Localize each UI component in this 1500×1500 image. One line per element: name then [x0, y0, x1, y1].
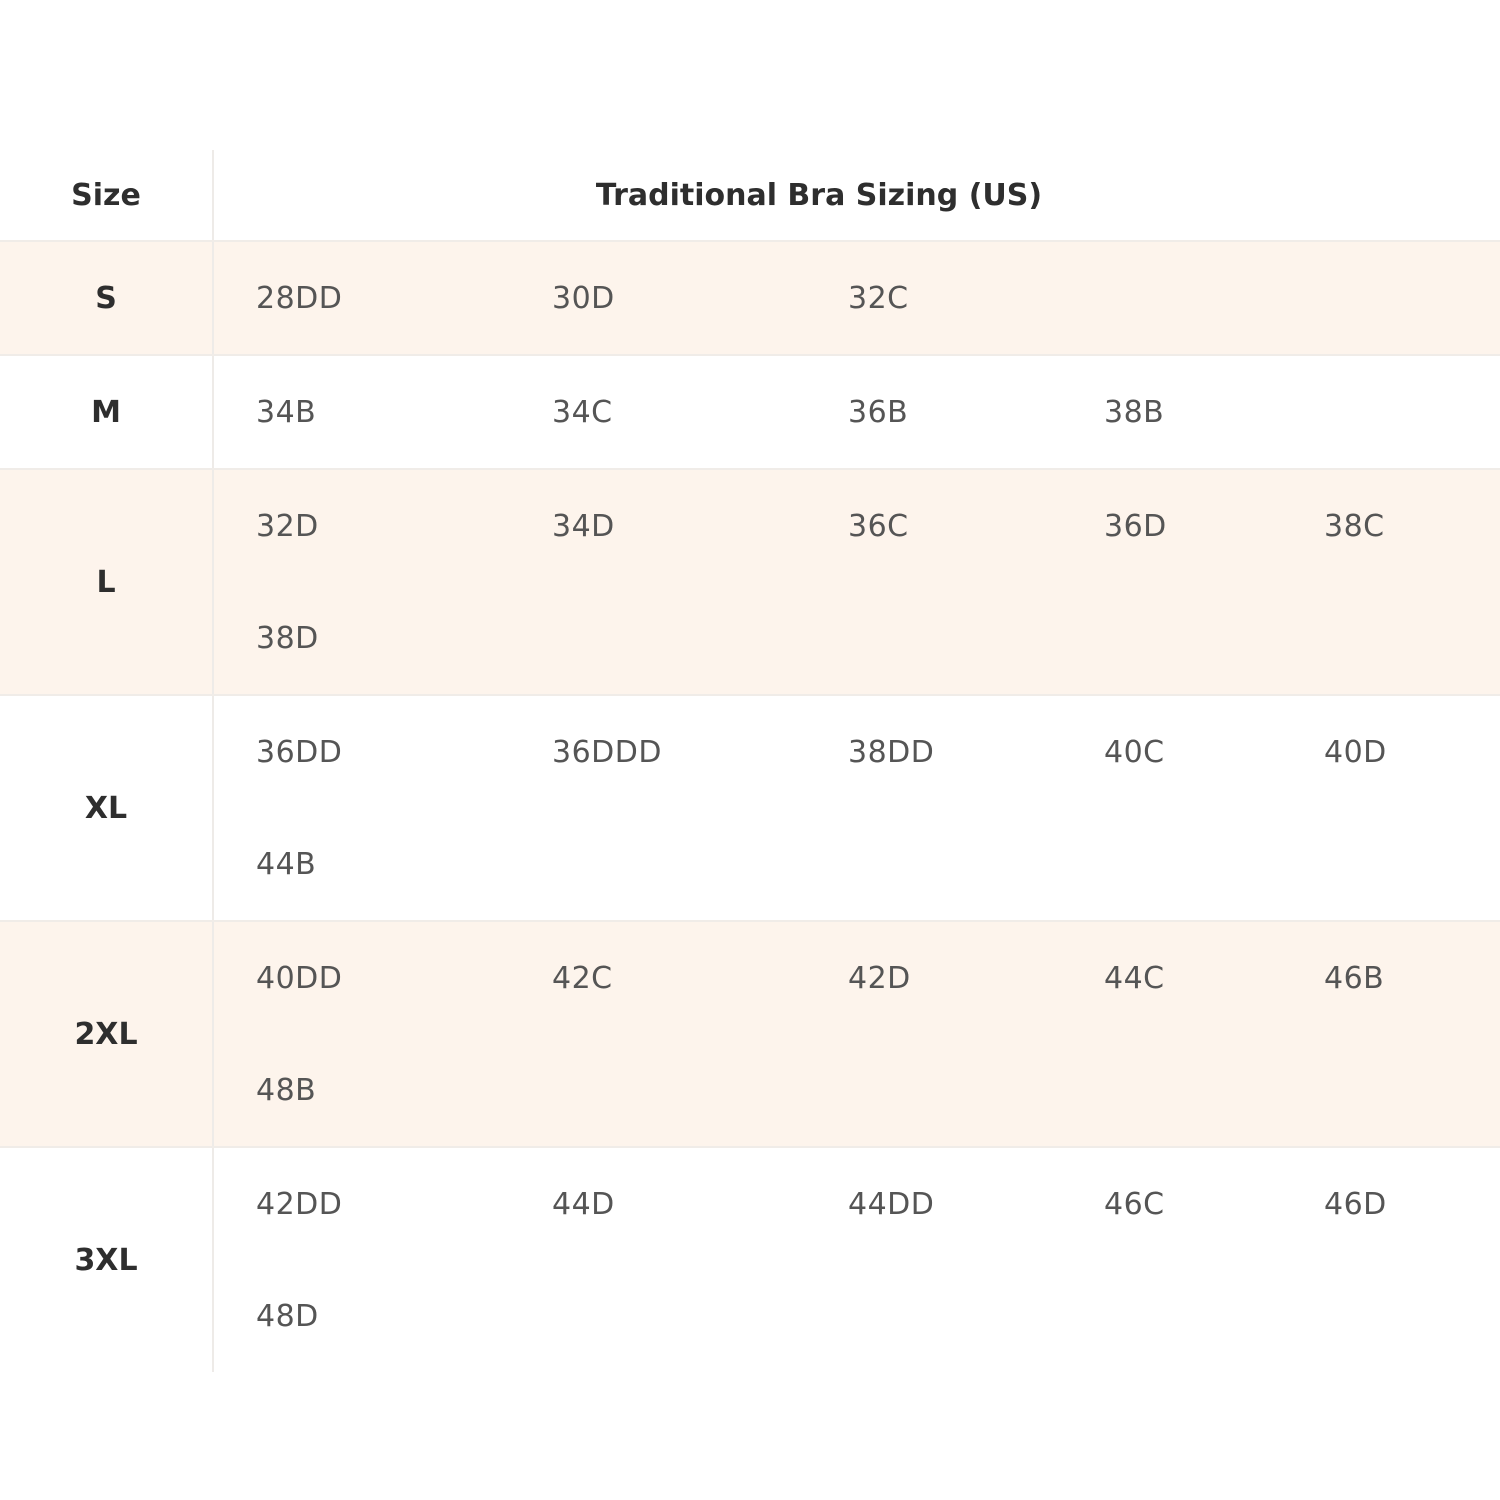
header-size: Size: [0, 150, 214, 240]
bra-size-value: 42DD: [256, 1186, 343, 1222]
bra-size-value: 46D: [1324, 1186, 1387, 1222]
bra-size-value: 34B: [256, 394, 317, 430]
size-chart-table: Size Traditional Bra Sizing (US) S 28DD 30…: [0, 150, 1500, 1372]
table-row: S 28DD 30D 32C: [0, 242, 1500, 356]
bra-size-value: 48B: [256, 1072, 317, 1108]
bra-size-value: 42C: [552, 960, 613, 996]
bra-sizes: 32D 34D 36C 36D 38C 38D: [214, 470, 1500, 694]
size-label: XL: [0, 696, 214, 920]
bra-size-value: 44DD: [848, 1186, 935, 1222]
bra-size-value: 40C: [1104, 734, 1165, 770]
bra-size-value: 34C: [552, 394, 613, 430]
bra-size-value: 38D: [256, 620, 319, 656]
size-label: L: [0, 470, 214, 694]
bra-size-value: 36D: [1104, 508, 1167, 544]
bra-size-value: 42D: [848, 960, 911, 996]
bra-size-value: 36B: [848, 394, 909, 430]
bra-size-value: 46C: [1104, 1186, 1165, 1222]
size-label: 3XL: [0, 1148, 214, 1372]
table-row: M 34B 34C 36B 38B: [0, 356, 1500, 470]
size-label: S: [0, 242, 214, 354]
bra-size-value: 36DD: [256, 734, 343, 770]
bra-size-value: 36C: [848, 508, 909, 544]
bra-size-value: 38B: [1104, 394, 1165, 430]
bra-sizes: 42DD 44D 44DD 46C 46D 48D: [214, 1148, 1500, 1372]
table-header: Size Traditional Bra Sizing (US): [0, 150, 1500, 242]
bra-size-value: 44B: [256, 846, 317, 882]
bra-size-value: 30D: [552, 280, 615, 316]
bra-size-value: 32C: [848, 280, 909, 316]
table-row: XL 36DD 36DDD 38DD 40C 40D 44B: [0, 696, 1500, 922]
table-row: 3XL 42DD 44D 44DD 46C 46D 48D: [0, 1148, 1500, 1372]
bra-size-value: 32D: [256, 508, 319, 544]
bra-sizes: 36DD 36DDD 38DD 40C 40D 44B: [214, 696, 1500, 920]
bra-size-value: 48D: [256, 1298, 319, 1334]
bra-size-value: 46B: [1324, 960, 1385, 996]
bra-size-value: 40D: [1324, 734, 1387, 770]
header-bra-sizing: Traditional Bra Sizing (US): [595, 177, 1043, 213]
bra-size-value: 28DD: [256, 280, 343, 316]
bra-size-value: 38DD: [848, 734, 935, 770]
bra-size-value: 40DD: [256, 960, 343, 996]
table-row: L 32D 34D 36C 36D 38C 38D: [0, 470, 1500, 696]
size-label: M: [0, 356, 214, 468]
bra-size-value: 44C: [1104, 960, 1165, 996]
bra-size-value: 44D: [552, 1186, 615, 1222]
bra-sizes: 34B 34C 36B 38B: [214, 356, 1500, 468]
bra-sizes: 40DD 42C 42D 44C 46B 48B: [214, 922, 1500, 1146]
bra-size-value: 34D: [552, 508, 615, 544]
size-label: 2XL: [0, 922, 214, 1146]
table-row: 2XL 40DD 42C 42D 44C 46B 48B: [0, 922, 1500, 1148]
bra-size-value: 36DDD: [552, 734, 662, 770]
bra-sizes: 28DD 30D 32C: [214, 242, 1500, 354]
bra-size-value: 38C: [1324, 508, 1385, 544]
